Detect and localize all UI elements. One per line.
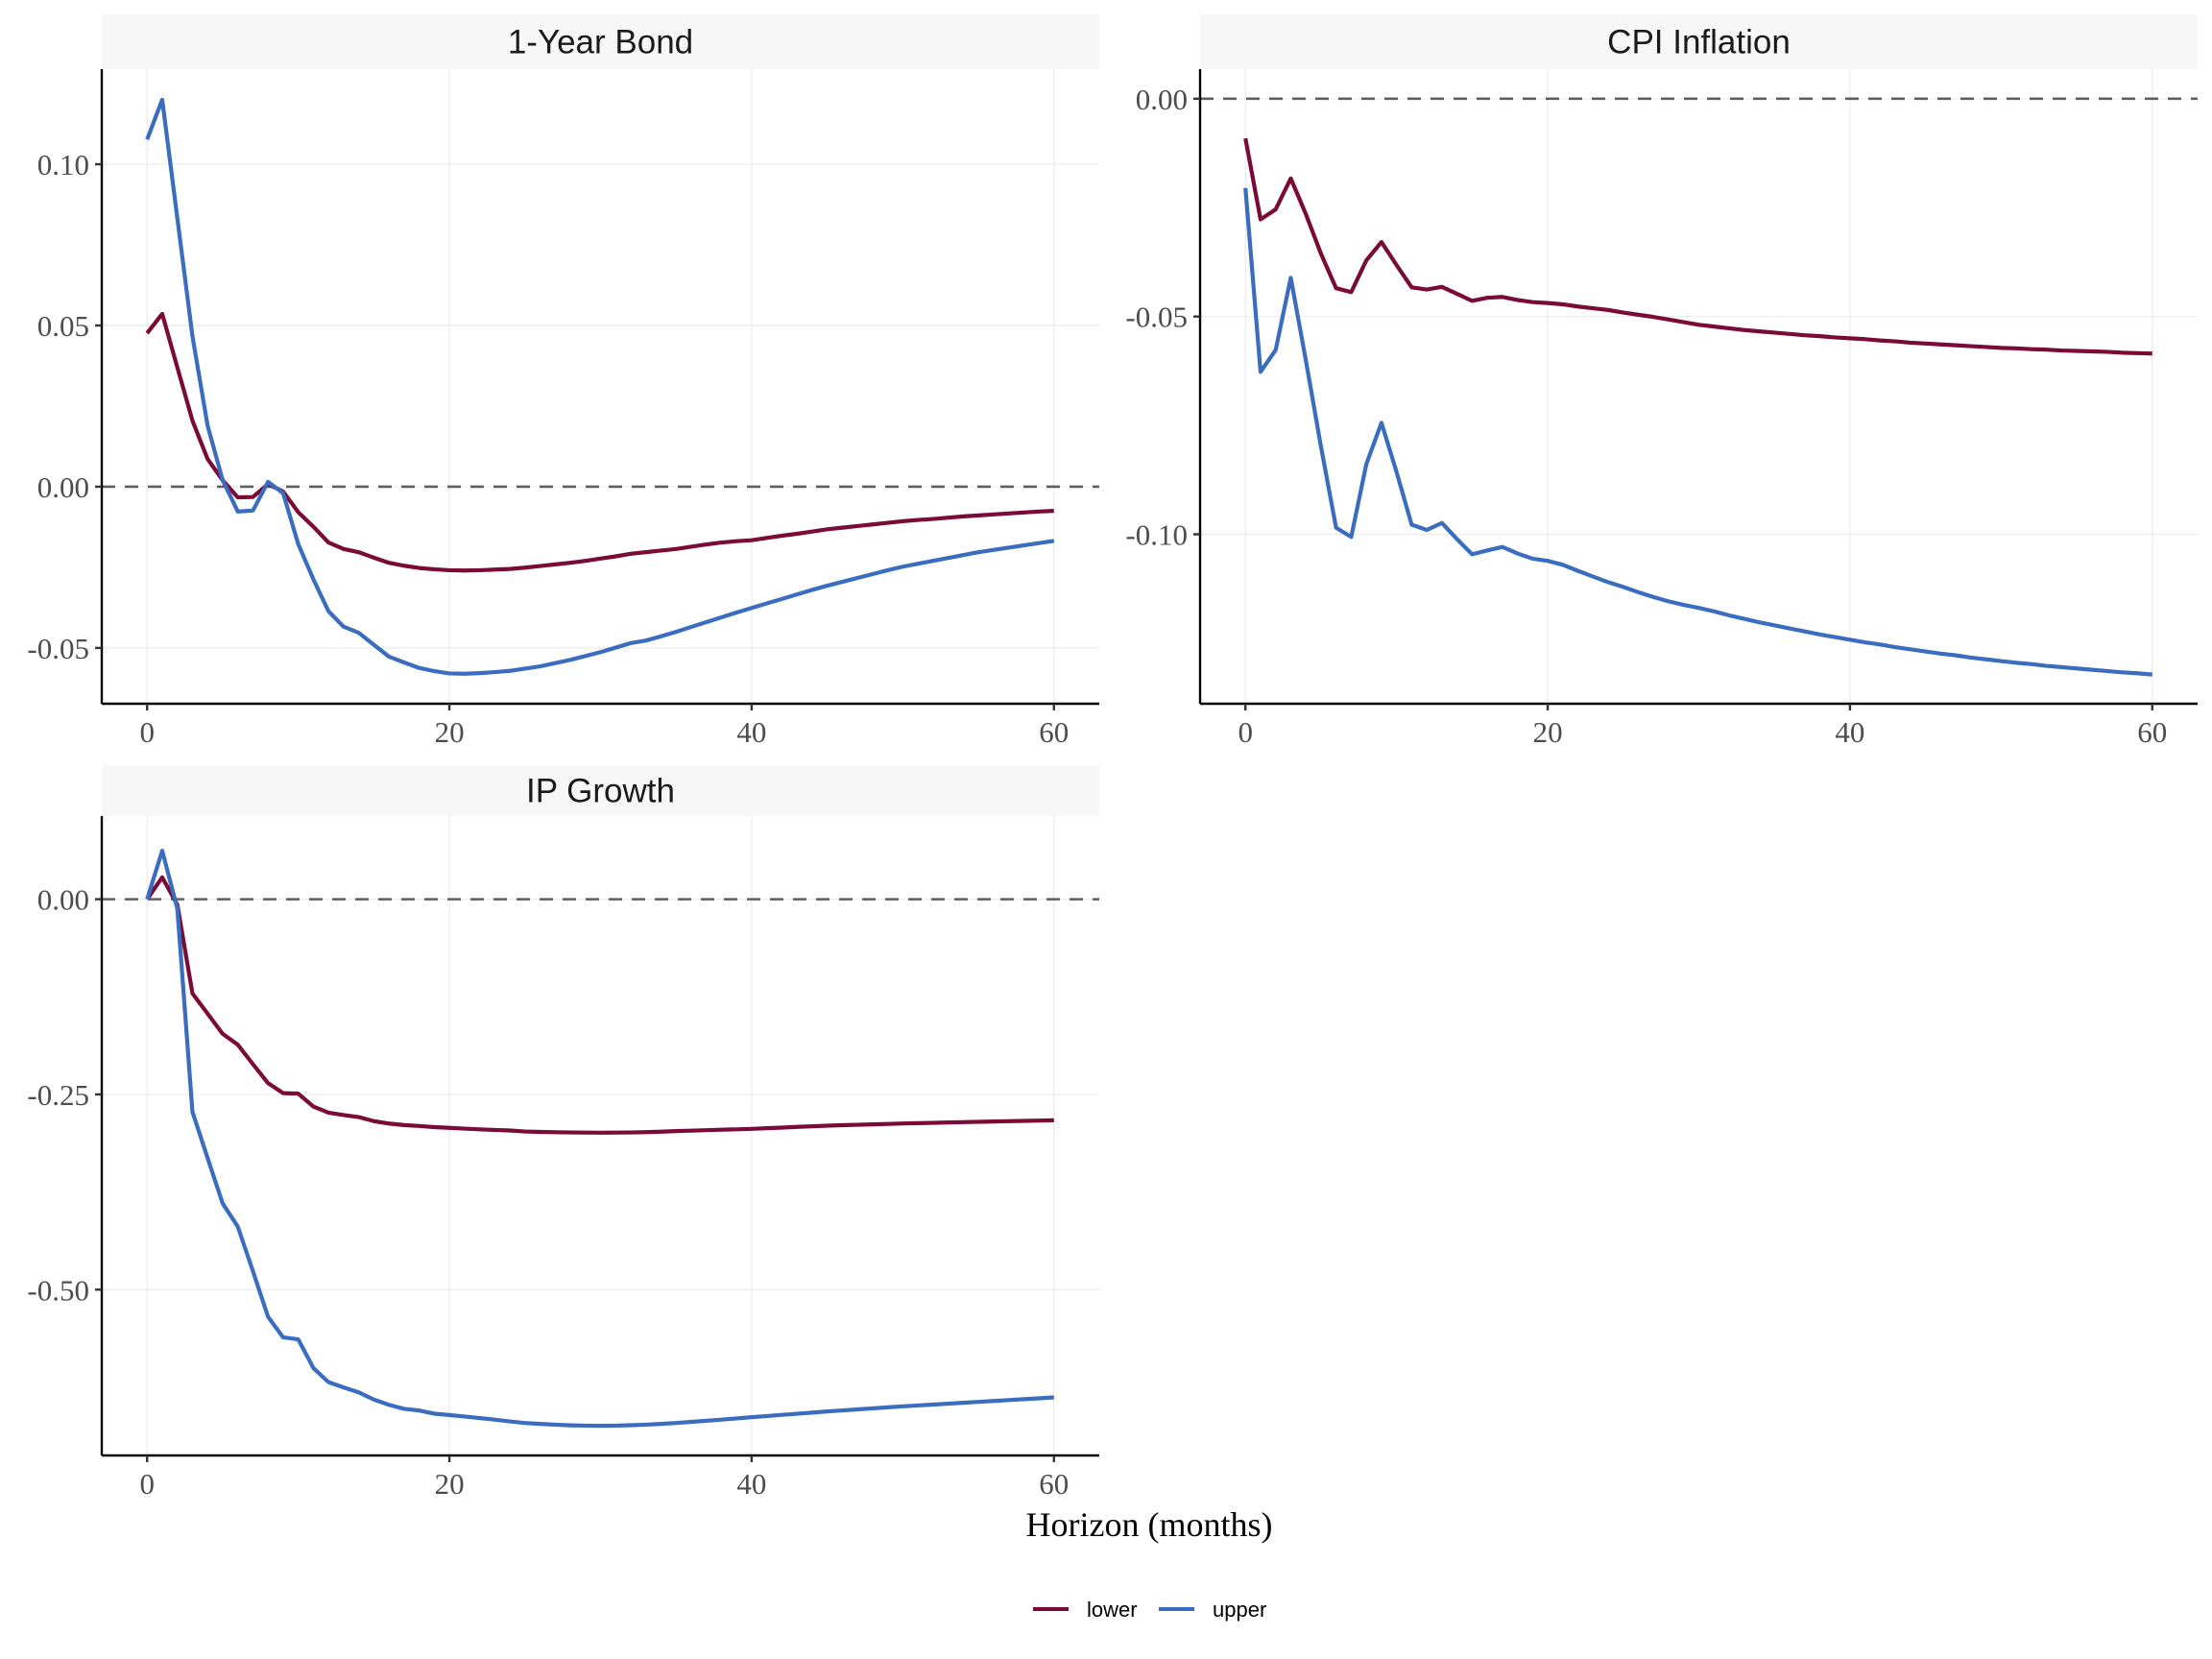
y-tick-label: 0.00 [37,883,89,917]
x-tick-label: 40 [1835,715,1864,749]
series-line-upper [145,97,1055,676]
legend-label-upper: upper [1213,1598,1266,1622]
facet-title: IP Growth [526,773,675,810]
panel-one-year-bond: 1-Year Bond 0 20 40 60 -0.05 0.00 0.05 0.10 [27,14,1099,749]
x-tick-label: 60 [1039,715,1069,749]
y-tick-label: -0.50 [27,1273,89,1307]
series-line-upper [1243,187,2152,677]
y-tick-label: -0.10 [1125,518,1188,552]
y-tick-label: -0.25 [27,1078,89,1112]
series-line-upper [145,849,1054,1429]
facet-strip [1200,14,2198,69]
x-tick-label: 60 [2137,715,2167,749]
x-tick-label: 60 [1039,1467,1069,1501]
y-tick-label: 0.00 [1136,83,1188,116]
facet-title: CPI Inflation [1607,24,1791,61]
facet-strip [102,14,1099,69]
legend-item-upper[interactable]: upper [1159,1598,1266,1622]
series-line-lower [1243,137,2152,356]
series-line-lower [145,875,1054,1135]
x-tick-label: 40 [736,715,766,749]
x-tick-label: 40 [736,1467,766,1501]
x-tick-label: 0 [1238,715,1253,749]
facet-title: 1-Year Bond [508,24,693,61]
x-tick-label: 20 [1533,715,1563,749]
x-tick-label: 20 [435,1467,465,1501]
legend: lower upper [1033,1598,1266,1622]
panels: 1-Year Bond 0 20 40 60 -0.05 0.00 0.05 0.10 CPI I… [27,14,2198,1501]
x-axis-title: Horizon (months) [1026,1505,1273,1544]
series-line-lower [145,311,1054,573]
y-tick-label: 0.05 [37,309,89,343]
facet-strip [102,765,1099,816]
y-tick-label: -0.05 [1125,301,1188,334]
y-tick-label: 0.10 [37,148,89,181]
legend-item-lower[interactable]: lower [1033,1598,1138,1622]
y-tick-label: 0.00 [37,470,89,504]
x-tick-label: 0 [139,715,155,749]
x-tick-label: 20 [435,715,465,749]
panel-ip-growth: IP Growth 0 20 40 60 -0.50 -0.25 0.00 [27,765,1099,1501]
panel-cpi-inflation: CPI Inflation 0 20 40 60 -0.10 -0.05 0.00 [1125,14,2198,749]
y-tick-label: -0.05 [27,632,89,665]
x-tick-label: 0 [139,1467,155,1501]
legend-label-lower: lower [1087,1598,1138,1622]
